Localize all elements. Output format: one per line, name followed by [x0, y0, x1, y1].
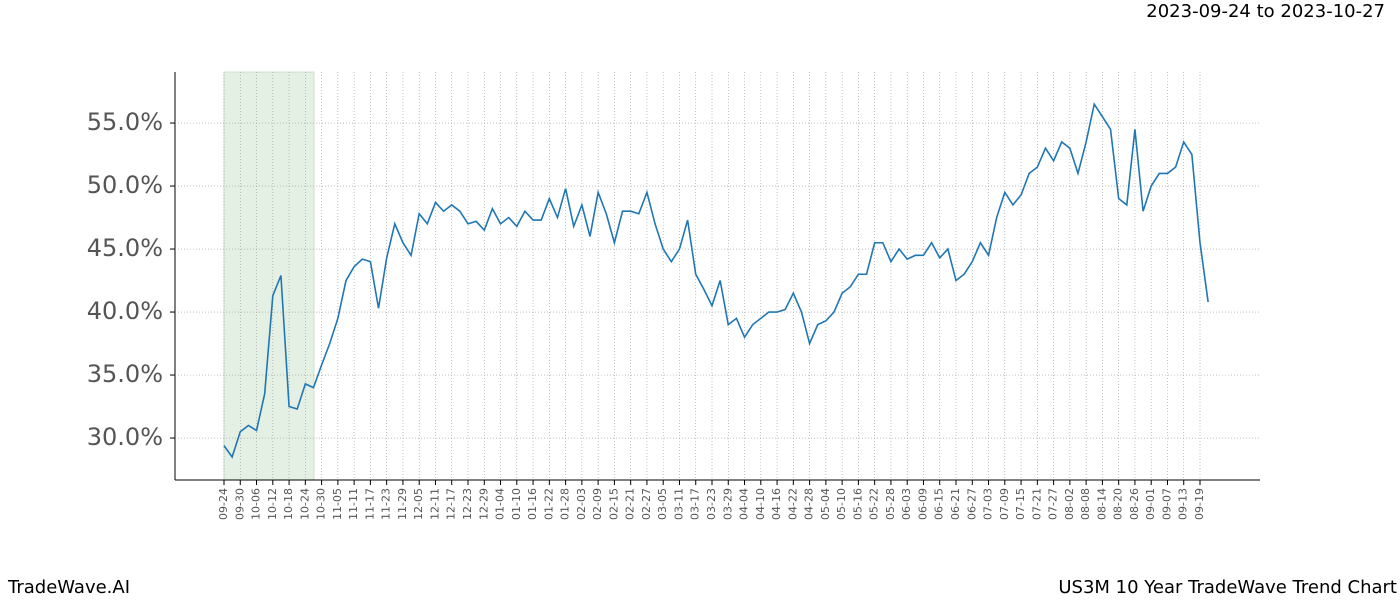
x-tick-label: 08-08 [1079, 488, 1092, 520]
x-tick-label: 12-05 [412, 488, 425, 520]
x-tick-label: 02-27 [640, 488, 653, 520]
x-tick-label: 11-17 [363, 488, 376, 520]
x-tick-label: 12-17 [445, 488, 458, 520]
footer-left: TradeWave.AI [7, 577, 130, 598]
x-tick-label: 03-05 [656, 488, 669, 520]
x-tick-label: 05-16 [851, 488, 864, 520]
x-tick-label: 03-11 [672, 488, 685, 520]
y-tick-label: 50.0% [87, 171, 163, 199]
x-tick-label: 10-18 [282, 488, 295, 520]
x-tick-label: 08-20 [1112, 488, 1125, 520]
x-tick-label: 05-22 [868, 488, 881, 520]
x-tick-label: 11-23 [380, 488, 393, 520]
x-tick-label: 10-24 [298, 488, 311, 520]
x-tick-label: 02-15 [607, 488, 620, 520]
x-tick-label: 05-10 [835, 488, 848, 520]
x-tick-label: 01-22 [542, 488, 555, 520]
x-tick-label: 09-19 [1193, 488, 1206, 520]
x-tick-label: 12-23 [461, 488, 474, 520]
x-tick-label: 09-24 [217, 488, 230, 520]
x-tick-label: 04-16 [770, 488, 783, 520]
x-tick-label: 07-27 [1047, 488, 1060, 520]
x-tick-label: 01-28 [559, 488, 572, 520]
x-tick-label: 02-21 [624, 488, 637, 520]
x-tick-label: 10-12 [266, 488, 279, 520]
x-tick-label: 07-09 [998, 488, 1011, 520]
x-tick-label: 10-06 [250, 488, 263, 520]
x-tick-label: 01-10 [510, 488, 523, 520]
x-tick-label: 10-30 [315, 488, 328, 520]
x-tick-label: 03-23 [705, 488, 718, 520]
x-tick-label: 09-30 [233, 488, 246, 520]
y-tick-label: 55.0% [87, 108, 163, 136]
x-tick-label: 07-03 [982, 488, 995, 520]
x-tick-label: 11-29 [396, 488, 409, 520]
x-tick-label: 07-15 [1014, 488, 1027, 520]
y-tick-label: 40.0% [87, 297, 163, 325]
x-tick-label: 06-27 [965, 488, 978, 520]
x-tick-label: 04-04 [738, 488, 751, 520]
x-tick-label: 06-21 [949, 488, 962, 520]
y-tick-label: 30.0% [87, 423, 163, 451]
series-line [223, 102, 1209, 459]
chart-title: 2023-09-24 to 2023-10-27 [1146, 1, 1385, 22]
x-tick-label: 09-01 [1144, 488, 1157, 520]
x-tick-label: 06-09 [916, 488, 929, 520]
x-tick-label: 09-13 [1177, 488, 1190, 520]
x-tick-label: 02-09 [591, 488, 604, 520]
x-tick-label: 01-04 [494, 488, 507, 520]
x-tick-label: 04-28 [803, 488, 816, 520]
footer-right: US3M 10 Year TradeWave Trend Chart [1058, 577, 1397, 598]
y-tick-label: 35.0% [87, 360, 163, 388]
x-tick-label: 11-05 [331, 488, 344, 520]
x-tick-label: 08-02 [1063, 488, 1076, 520]
x-tick-label: 03-17 [689, 488, 702, 520]
x-tick-label: 08-14 [1095, 488, 1108, 520]
y-tick-label: 45.0% [87, 234, 163, 262]
x-tick-label: 05-04 [819, 488, 832, 520]
x-tick-label: 04-22 [786, 488, 799, 520]
x-tick-label: 02-03 [575, 488, 588, 520]
x-tick-label: 01-16 [526, 488, 539, 520]
x-tick-label: 05-28 [884, 488, 897, 520]
x-tick-label: 12-11 [428, 488, 441, 520]
x-tick-label: 08-26 [1128, 488, 1141, 520]
x-tick-label: 06-03 [900, 488, 913, 520]
highlight-range [223, 71, 315, 481]
x-tick-label: 04-10 [754, 488, 767, 520]
x-tick-label: 12-29 [477, 488, 490, 520]
x-tick-label: 06-15 [933, 488, 946, 520]
x-tick-label: 09-07 [1160, 488, 1173, 520]
x-tick-label: 03-29 [721, 488, 734, 520]
x-tick-label: 11-11 [347, 488, 360, 520]
x-tick-label: 07-21 [1030, 488, 1043, 520]
